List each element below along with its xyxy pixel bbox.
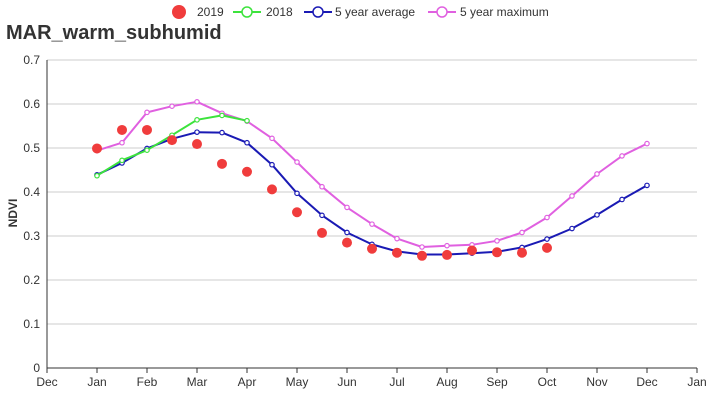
gridlines	[47, 59, 697, 325]
data-point-2019	[292, 207, 302, 218]
data-point-5-year-average	[594, 212, 600, 218]
plot-area	[92, 99, 650, 261]
data-point-5-year-maximum	[494, 238, 500, 244]
y-tick-label: 0.7	[23, 53, 40, 67]
data-point-2019	[142, 124, 152, 135]
legend-item-2018[interactable]: 2018	[233, 5, 293, 19]
data-point-5-year-maximum	[269, 135, 275, 142]
data-point-2019	[342, 237, 352, 248]
data-point-5-year-maximum	[544, 214, 550, 221]
y-axis-title: NDVI	[6, 199, 20, 228]
data-point-2019	[117, 124, 127, 135]
data-point-2018	[219, 112, 225, 119]
axes: 0 0.1 0.2 0.3 0.4 0.5 0.6 0.7 Dec Jan Feb Mar Apr May…	[23, 53, 706, 389]
data-point-5-year-average	[569, 225, 575, 232]
data-point-5-year-maximum	[119, 139, 125, 146]
data-point-5-year-average	[544, 236, 550, 242]
data-point-5-year-average	[294, 190, 300, 197]
data-point-5-year-average	[269, 161, 275, 168]
data-point-2018	[119, 157, 125, 164]
data-point-5-year-maximum	[394, 235, 400, 242]
data-point-5-year-maximum	[169, 103, 175, 110]
y-tick-label: 0.4	[23, 185, 40, 199]
data-point-5-year-average	[344, 229, 350, 236]
data-point-2019	[442, 249, 452, 260]
legend-marker-5-year-maximum	[436, 6, 448, 18]
data-point-5-year-average	[319, 212, 325, 219]
y-tick-label: 0	[33, 361, 40, 375]
data-point-5-year-maximum	[594, 171, 600, 177]
legend: 2019 2018 5 year average 5 year maximum	[172, 5, 549, 19]
data-point-5-year-maximum	[294, 159, 300, 165]
data-point-2019	[467, 245, 477, 256]
data-point-2019	[217, 158, 227, 169]
data-point-5-year-maximum	[194, 99, 200, 105]
y-tick-label: 0.3	[23, 229, 40, 243]
legend-item-2019[interactable]: 2019	[172, 5, 224, 19]
data-point-5-year-average	[244, 139, 250, 146]
chart-title: MAR_warm_subhumid	[6, 22, 222, 44]
data-point-5-year-maximum	[619, 153, 625, 159]
data-point-5-year-maximum	[569, 193, 575, 199]
data-point-2019	[167, 135, 177, 146]
data-point-2019	[317, 227, 327, 238]
data-point-5-year-average	[644, 182, 650, 189]
legend-item-5-year-maximum[interactable]: 5 year maximum	[428, 5, 549, 19]
data-point-5-year-average	[619, 196, 625, 203]
legend-marker-2018	[241, 6, 253, 18]
data-point-2019	[367, 243, 377, 254]
x-tick-label: Jan	[687, 375, 706, 389]
x-tick-label: Jul	[389, 375, 404, 389]
data-point-2018	[94, 172, 100, 179]
x-tick-label: Sep	[486, 375, 508, 389]
data-point-2019	[92, 143, 102, 154]
data-point-2018	[194, 117, 200, 123]
x-tick-label: Feb	[137, 375, 158, 389]
x-tick-label: Jun	[337, 375, 356, 389]
x-tick-label: Oct	[538, 375, 557, 389]
x-tick-label: Nov	[586, 375, 607, 389]
data-point-2019	[267, 184, 277, 195]
x-tick-label: May	[286, 375, 309, 389]
x-tick-label: Jan	[87, 375, 106, 389]
data-point-2019	[242, 166, 252, 177]
legend-marker-2019	[172, 5, 186, 19]
data-point-2019	[192, 139, 202, 150]
data-point-2018	[244, 117, 250, 124]
data-point-5-year-maximum	[344, 204, 350, 211]
data-point-2019	[417, 250, 427, 261]
data-point-5-year-maximum	[319, 183, 325, 190]
y-tick-label: 0.5	[23, 141, 40, 155]
data-point-5-year-maximum	[519, 229, 525, 236]
x-tick-label: Dec	[36, 375, 57, 389]
data-point-5-year-maximum	[369, 221, 375, 227]
x-tick-label: Dec	[636, 375, 657, 389]
legend-label-2019: 2019	[197, 5, 224, 19]
data-point-2018	[144, 147, 150, 154]
y-tick-label: 0.1	[23, 317, 40, 331]
legend-label-5-year-maximum: 5 year maximum	[460, 5, 549, 19]
x-tick-label: Apr	[238, 375, 257, 389]
data-point-2019	[392, 247, 402, 258]
data-point-5-year-maximum	[144, 109, 150, 116]
data-point-5-year-maximum	[444, 242, 450, 249]
x-tick-label: Mar	[187, 375, 208, 389]
x-tick-label: Aug	[436, 375, 457, 389]
legend-label-5-year-average: 5 year average	[335, 5, 415, 19]
y-tick-label: 0.2	[23, 273, 40, 287]
legend-label-2018: 2018	[266, 5, 293, 19]
data-point-5-year-maximum	[644, 140, 650, 147]
data-point-2019	[517, 247, 527, 258]
y-tick-label: 0.6	[23, 97, 40, 111]
data-point-2019	[492, 247, 502, 258]
data-point-5-year-maximum	[419, 244, 425, 250]
data-point-5-year-average	[194, 129, 200, 135]
data-point-5-year-average	[219, 129, 225, 136]
legend-item-5-year-average[interactable]: 5 year average	[304, 5, 415, 19]
legend-marker-5-year-average	[312, 6, 324, 18]
data-point-2019	[542, 242, 552, 253]
